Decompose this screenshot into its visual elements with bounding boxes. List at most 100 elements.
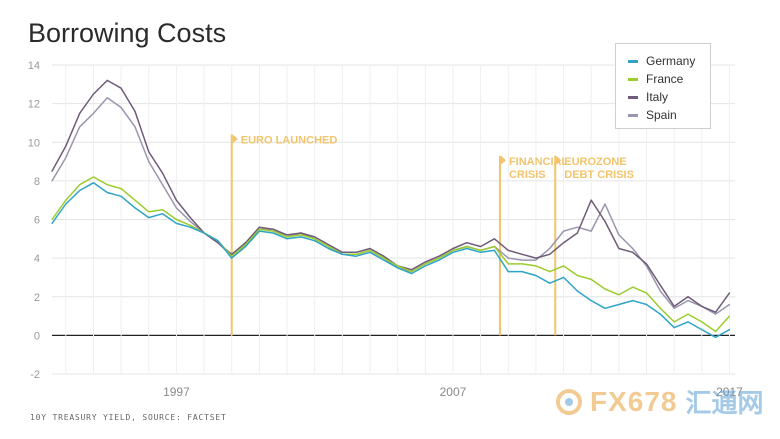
- data-point-germany: [687, 321, 689, 323]
- data-point-germany: [162, 213, 164, 215]
- y-tick-label: -2: [30, 369, 40, 381]
- data-point-germany: [410, 273, 413, 275]
- data-point-spain: [51, 180, 53, 182]
- data-point-italy: [327, 244, 330, 246]
- data-point-germany: [203, 232, 205, 234]
- data-point-italy: [576, 232, 579, 234]
- data-point-germany: [563, 276, 565, 278]
- data-point-france: [687, 313, 689, 315]
- legend-item-germany: Germany: [628, 52, 710, 70]
- grid: [52, 64, 735, 375]
- data-point-italy: [134, 110, 136, 112]
- data-point-spain: [162, 184, 164, 186]
- data-point-france: [272, 230, 274, 232]
- legend-swatch: [628, 95, 638, 99]
- data-point-spain: [563, 230, 565, 232]
- data-point-spain: [535, 259, 537, 261]
- data-point-france: [397, 265, 399, 267]
- data-point-france: [632, 286, 634, 288]
- data-point-germany: [92, 182, 95, 184]
- data-point-italy: [715, 311, 717, 313]
- data-point-france: [659, 307, 661, 309]
- data-point-italy: [493, 238, 495, 240]
- data-point-france: [728, 315, 731, 317]
- data-point-germany: [134, 207, 136, 209]
- data-point-italy: [65, 145, 67, 147]
- data-point-france: [673, 321, 675, 323]
- data-point-spain: [618, 234, 620, 236]
- legend-item-italy: Italy: [628, 88, 710, 106]
- data-point-france: [590, 278, 592, 280]
- data-point-germany: [604, 307, 606, 309]
- data-point-italy: [452, 247, 454, 250]
- annotation-arrow-icon: [232, 134, 238, 144]
- data-point-germany: [590, 300, 592, 302]
- x-axis-ticks: 1997 2007 2017: [163, 385, 743, 399]
- y-tick-label: 6: [34, 215, 40, 227]
- legend-label: Spain: [646, 108, 677, 122]
- legend-swatch: [628, 77, 638, 81]
- data-point-france: [645, 292, 648, 294]
- data-point-italy: [521, 253, 523, 255]
- data-point-italy: [618, 247, 620, 250]
- data-point-france: [424, 263, 426, 265]
- data-point-france: [189, 224, 191, 226]
- legend-label: France: [646, 72, 684, 86]
- data-point-italy: [480, 245, 482, 248]
- legend: Germany France Italy Spain: [615, 43, 711, 129]
- series-line-spain: [51, 97, 730, 315]
- data-point-germany: [231, 257, 233, 259]
- data-point-france: [438, 257, 440, 259]
- data-point-italy: [272, 228, 274, 230]
- data-point-germany: [576, 290, 579, 292]
- data-point-italy: [590, 199, 592, 201]
- data-point-italy: [701, 305, 703, 307]
- data-point-spain: [604, 203, 606, 205]
- data-point-spain: [715, 313, 717, 315]
- data-point-france: [231, 255, 233, 257]
- data-point-italy: [438, 255, 440, 257]
- data-point-italy: [51, 170, 53, 172]
- watermark-logo-icon: [556, 388, 582, 415]
- series-line-italy: [51, 79, 731, 313]
- data-point-italy: [645, 263, 648, 265]
- y-tick-label: 12: [28, 99, 40, 111]
- data-point-france: [245, 244, 247, 246]
- legend-item-france: France: [628, 70, 710, 88]
- annotation-label: CRISIS: [509, 169, 546, 181]
- data-point-spain: [79, 126, 81, 128]
- data-point-italy: [79, 112, 81, 114]
- data-point-france: [480, 249, 482, 251]
- y-tick-label: 14: [28, 60, 40, 72]
- data-point-france: [92, 176, 95, 178]
- annotation-arrow-icon: [500, 155, 506, 165]
- data-point-germany: [148, 217, 150, 219]
- data-point-germany: [258, 230, 260, 232]
- data-point-germany: [397, 267, 399, 269]
- data-point-italy: [687, 296, 689, 298]
- data-point-italy: [507, 249, 509, 251]
- y-tick-label: 8: [34, 176, 40, 188]
- series-line-germany: [51, 182, 730, 339]
- data-point-spain: [65, 157, 67, 159]
- data-point-france: [314, 238, 316, 240]
- annotation-arrow-icon: [556, 155, 562, 165]
- data-point-spain: [687, 300, 689, 302]
- data-point-france: [576, 274, 579, 277]
- data-point-france: [604, 288, 606, 290]
- data-point-italy: [604, 220, 606, 222]
- data-point-italy: [162, 172, 164, 174]
- data-point-germany: [521, 271, 523, 273]
- data-point-germany: [645, 303, 648, 306]
- data-point-spain: [521, 259, 523, 261]
- data-point-germany: [480, 251, 482, 253]
- source-note: 10Y TREASURY YIELD, SOURCE: FACTSET: [30, 413, 227, 422]
- y-tick-label: 10: [28, 137, 40, 149]
- data-point-germany: [65, 203, 67, 205]
- data-point-germany: [549, 282, 551, 284]
- data-point-italy: [673, 305, 675, 307]
- data-point-italy: [383, 255, 385, 257]
- data-point-italy: [659, 284, 661, 286]
- data-point-italy: [341, 251, 343, 253]
- data-point-germany: [189, 226, 191, 228]
